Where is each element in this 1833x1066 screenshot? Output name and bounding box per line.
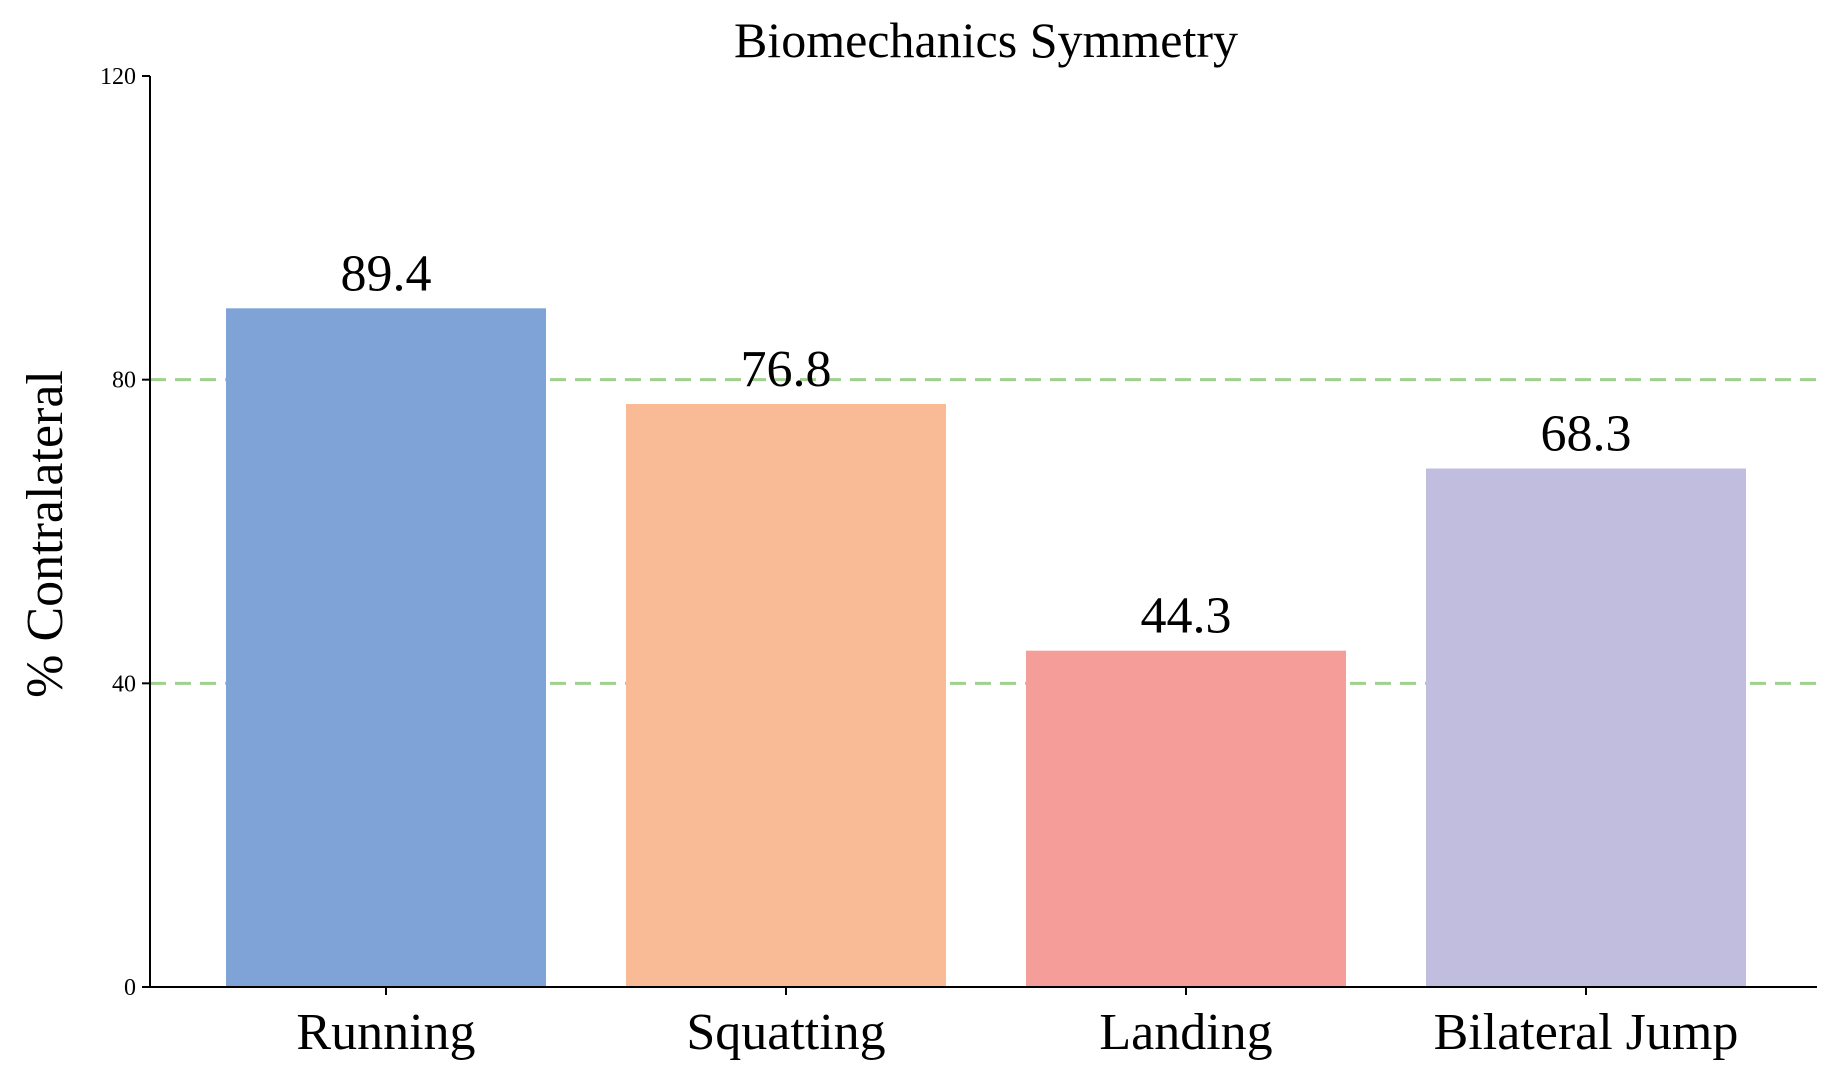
- bar-value-label: 44.3: [1141, 588, 1232, 645]
- bar-landing: [1026, 651, 1346, 987]
- bar-bilateral-jump: [1426, 468, 1746, 987]
- y-tick-label: 40: [112, 671, 136, 697]
- bar-value-label: 68.3: [1541, 405, 1632, 462]
- bar-squatting: [626, 404, 946, 987]
- y-axis-label: % Contralateral: [17, 370, 74, 698]
- y-tick-label: 0: [124, 975, 136, 1001]
- y-tick-label: 120: [100, 64, 136, 90]
- x-tick-label: Squatting: [686, 1004, 885, 1061]
- chart-title: Biomechanics Symmetry: [734, 12, 1238, 68]
- bar-running: [226, 308, 546, 987]
- x-tick-label: Running: [296, 1004, 475, 1061]
- bar-value-label: 89.4: [341, 245, 432, 302]
- x-tick-label: Bilateral Jump: [1434, 1004, 1739, 1061]
- y-tick-label: 80: [112, 368, 136, 394]
- x-tick-label: Landing: [1099, 1004, 1272, 1061]
- bar-value-label: 76.8: [741, 341, 832, 398]
